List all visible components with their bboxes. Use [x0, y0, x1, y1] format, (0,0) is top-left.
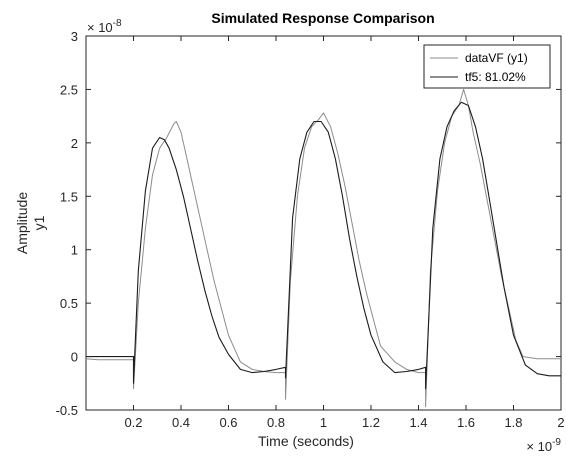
y-tick-label: 1.5 [60, 189, 78, 204]
x-tick-label: 1.6 [457, 415, 475, 430]
x-tick-label: 1 [320, 415, 327, 430]
x-tick-label: 0.8 [267, 415, 285, 430]
x-axis-label: Time (seconds) [258, 433, 354, 449]
legend: dataVF (y1) tf5: 81.02% [423, 44, 551, 89]
x-tick-label: 1.2 [362, 415, 380, 430]
y-tick-label: 0.5 [60, 296, 78, 311]
ticks-layer: 0.2 0.4 0.6 0.8 1 1.2 1.4 1.6 1.8 2 -0.5 0 0.5 1 1.5 2 2… [56, 29, 565, 430]
y-tick-label: 0 [71, 350, 78, 365]
x-tick-label: 0.6 [219, 415, 237, 430]
y-tick-label: 2 [71, 136, 78, 151]
x-exponent-label: × 10-9 [526, 437, 561, 454]
y-exponent-label: × 10-8 [87, 18, 122, 35]
plot-area [85, 35, 562, 411]
y-tick-label: 2.5 [60, 82, 78, 97]
legend-box [423, 44, 551, 89]
y-axis-label-secondary: y1 [31, 215, 47, 230]
y-tick-label: 1 [71, 243, 78, 258]
legend-label-tf5: tf5: 81.02% [465, 70, 526, 84]
y-tick-label: 3 [71, 29, 78, 44]
y-axis-label: Amplitude [14, 192, 30, 254]
chart-title: Simulated Response Comparison [211, 10, 434, 26]
x-tick-label: 1.8 [504, 415, 522, 430]
y-tick-label: -0.5 [56, 403, 78, 418]
series-line-dataVF [85, 88, 561, 408]
x-tick-label: 0.4 [172, 415, 190, 430]
x-tick-label: 2 [557, 415, 564, 430]
legend-label-dataVF: dataVF (y1) [465, 51, 528, 65]
x-tick-label: 0.2 [124, 415, 142, 430]
series-line-tf5 [86, 101, 561, 390]
x-tick-label: 1.4 [409, 415, 427, 430]
series-layer [85, 88, 561, 408]
